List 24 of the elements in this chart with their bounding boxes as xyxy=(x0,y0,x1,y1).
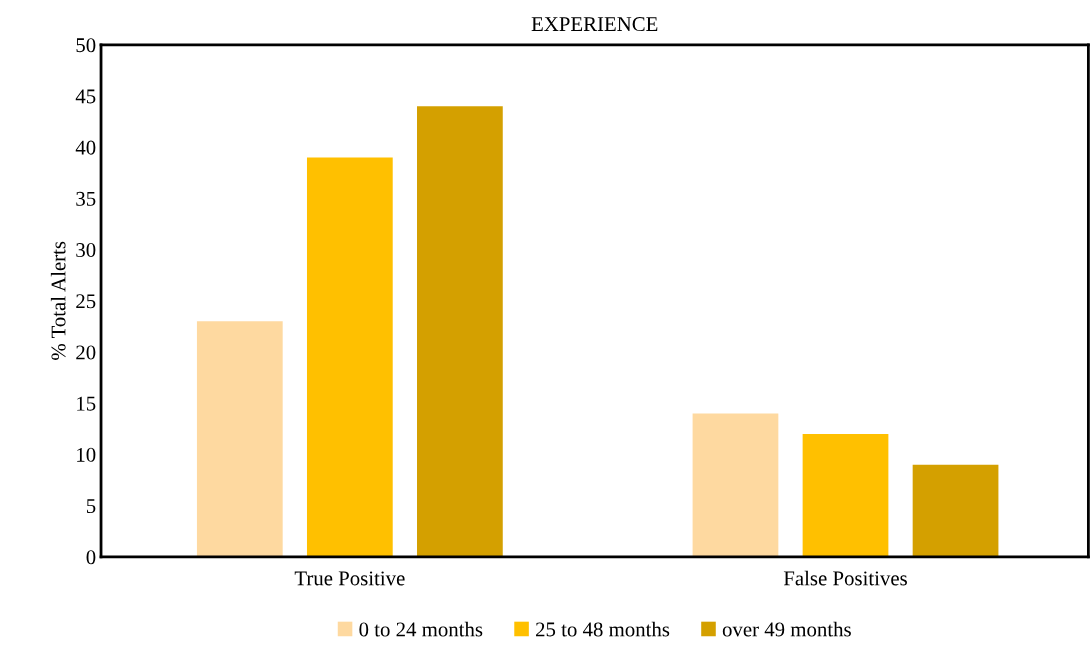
chart-title: EXPERIENCE xyxy=(531,17,658,32)
bar xyxy=(196,321,283,557)
y-tick-label: 5 xyxy=(86,499,96,514)
y-tick-label: 45 xyxy=(75,89,96,104)
y-tick-label: 20 xyxy=(76,345,96,360)
x-tick-label: True Positive xyxy=(294,571,405,586)
legend-label: 25 to 48 months xyxy=(536,621,670,637)
y-tick-label: 25 xyxy=(76,294,96,309)
y-tick-label: 10 xyxy=(77,447,96,462)
bar xyxy=(417,106,503,557)
legend-label: 0 to 24 months xyxy=(359,621,483,637)
y-tick-label: 35 xyxy=(76,191,96,206)
legend-label: over 49 months xyxy=(722,621,851,637)
y-tick-label: 0 xyxy=(86,550,96,565)
y-tick-label: 30 xyxy=(76,242,96,258)
bar xyxy=(912,464,999,557)
bar xyxy=(802,433,889,557)
bar xyxy=(306,157,393,557)
y-tick-label: 50 xyxy=(76,38,96,53)
x-tick-label: False Positives xyxy=(783,570,907,586)
y-axis-title: % Total Alerts xyxy=(50,241,66,360)
y-tick-label: 40 xyxy=(75,140,96,155)
bar xyxy=(692,413,779,557)
y-tick-label: 15 xyxy=(77,396,96,411)
